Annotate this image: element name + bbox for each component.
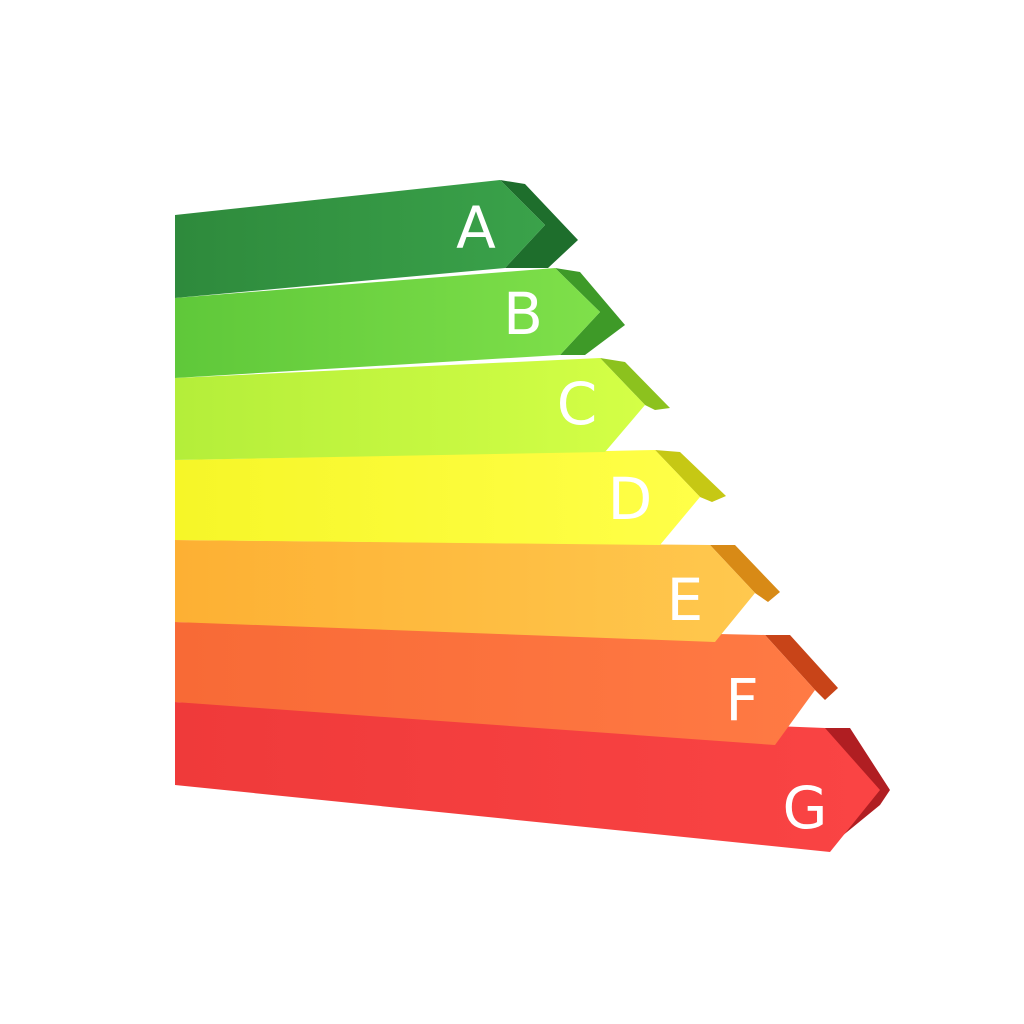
rating-bar: D	[175, 450, 726, 545]
rating-label: A	[456, 194, 496, 262]
rating-bar: B	[175, 268, 625, 378]
rating-label: B	[503, 280, 543, 348]
rating-bar: E	[175, 540, 780, 642]
rating-bar: F	[175, 622, 838, 745]
rating-label: F	[725, 666, 758, 734]
rating-label: C	[557, 370, 598, 438]
rating-label: G	[783, 774, 828, 842]
rating-bar: A	[175, 180, 578, 298]
rating-label: E	[667, 566, 704, 634]
rating-bar: C	[175, 358, 670, 460]
rating-label: D	[608, 465, 653, 533]
